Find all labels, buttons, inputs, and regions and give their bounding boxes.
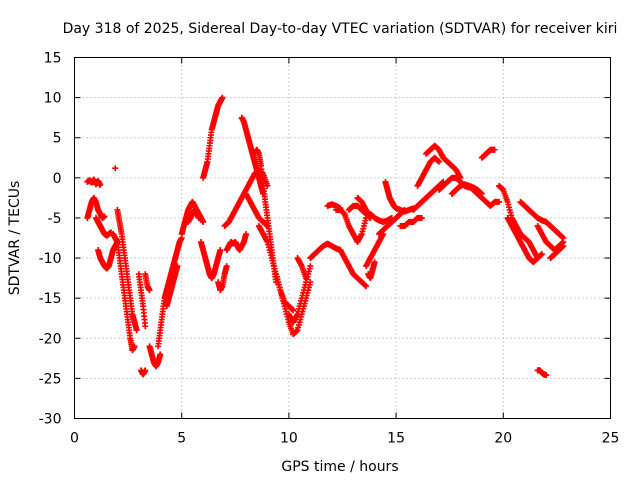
- series-arc-48: [504, 214, 545, 266]
- data-point: [496, 198, 503, 205]
- axis-ticks: [74, 57, 611, 419]
- data-point: [195, 214, 202, 221]
- data-point: [491, 146, 498, 153]
- series-arc-6: [114, 206, 140, 334]
- series-arc-16: [197, 239, 224, 282]
- series-arc-15: [185, 206, 202, 225]
- x-axis-title: GPS time / hours: [281, 459, 398, 475]
- series-arc-8: [135, 271, 149, 330]
- data-point: [157, 351, 164, 358]
- data-point: [560, 243, 567, 250]
- series-arc-7: [112, 165, 119, 172]
- y-axis-title: SDTVAR / TECUs: [7, 181, 23, 296]
- series-arc-13: [163, 263, 181, 310]
- series-arc-23: [243, 190, 271, 229]
- data-point: [174, 263, 181, 270]
- data-point: [264, 222, 271, 229]
- series-arc-38: [382, 178, 417, 215]
- series-arc-10: [142, 271, 153, 294]
- series-arc-25: [273, 271, 314, 338]
- series-arc-46: [478, 146, 498, 161]
- series-arc-17: [200, 94, 226, 181]
- y-tick-label: 0: [53, 171, 62, 187]
- data-point: [146, 287, 153, 294]
- series-arc-34: [363, 230, 387, 270]
- data-point: [200, 218, 207, 225]
- y-tick-label: -30: [39, 412, 62, 428]
- y-tick-label: 15: [44, 51, 62, 67]
- data-point: [363, 283, 370, 290]
- data-points: [84, 94, 567, 379]
- series-arc-47: [496, 182, 541, 262]
- series-arc-36: [367, 210, 395, 225]
- series-arc-28: [307, 240, 344, 262]
- series-arc-1: [84, 176, 104, 189]
- chart-title: Day 318 of 2025, Sidereal Day-to-day VTE…: [63, 21, 618, 37]
- series-arc-3: [92, 214, 114, 239]
- series-arc-51: [543, 218, 567, 241]
- data-point: [133, 327, 140, 334]
- series-arc-5: [110, 230, 138, 354]
- data-point: [435, 158, 442, 165]
- y-tick-label: 10: [44, 91, 62, 107]
- series-arc-31: [333, 206, 370, 246]
- data-point: [131, 343, 138, 350]
- data-point: [560, 235, 567, 241]
- series-arc-40: [410, 178, 447, 213]
- y-tick-label: -5: [48, 211, 62, 227]
- data-point: [101, 213, 108, 220]
- y-tick-label: -10: [39, 251, 62, 267]
- data-point: [142, 367, 149, 374]
- y-tick-label: -15: [39, 291, 62, 307]
- series-arc-19: [223, 230, 250, 254]
- data-point: [538, 251, 545, 258]
- data-point: [543, 372, 550, 379]
- x-tick-label: 25: [602, 431, 620, 447]
- data-point: [112, 165, 119, 172]
- data-point: [307, 263, 314, 270]
- series-arc-24: [255, 222, 297, 314]
- data-point: [290, 307, 297, 314]
- x-tick-label: 5: [177, 431, 186, 447]
- series-arc-45: [465, 182, 503, 209]
- x-tick-label: 20: [494, 431, 512, 447]
- data-point: [219, 94, 226, 101]
- series-arc-42: [423, 142, 464, 181]
- x-tick-label: 10: [280, 431, 298, 447]
- series-arc-18: [215, 263, 230, 294]
- data-point: [142, 323, 149, 330]
- series-arc-9: [137, 367, 149, 378]
- data-point: [97, 182, 104, 189]
- data-point: [223, 263, 230, 270]
- series-arc-22: [251, 146, 280, 286]
- y-tick-label: -25: [39, 371, 62, 387]
- series-arc-49: [517, 198, 550, 225]
- series-arc-35: [365, 259, 378, 282]
- data-point: [217, 247, 224, 254]
- series-arc-30: [337, 247, 370, 290]
- series-arc-52: [547, 243, 567, 262]
- data-point: [303, 275, 310, 282]
- series-arc-39: [397, 214, 425, 229]
- series-arc-2: [84, 194, 108, 221]
- x-tick-label: 0: [70, 431, 79, 447]
- series-arc-27: [294, 255, 310, 282]
- tick-labels: 0 5 10 15 20 25 15 10 5 0 -5 -10 -15 -20 -25 -30: [39, 51, 620, 447]
- series-arc-12: [155, 235, 185, 350]
- series-arc-53: [534, 367, 550, 379]
- x-tick-label: 15: [387, 431, 405, 447]
- series-arc-41: [414, 154, 442, 189]
- data-point: [418, 214, 425, 221]
- data-point: [371, 259, 378, 266]
- y-tick-label: -20: [39, 331, 62, 347]
- y-tick-label: 5: [53, 131, 62, 147]
- data-point: [243, 230, 250, 237]
- series-arc-11: [146, 343, 164, 370]
- plot-frame: [74, 57, 611, 419]
- series-arc-26: [285, 263, 314, 326]
